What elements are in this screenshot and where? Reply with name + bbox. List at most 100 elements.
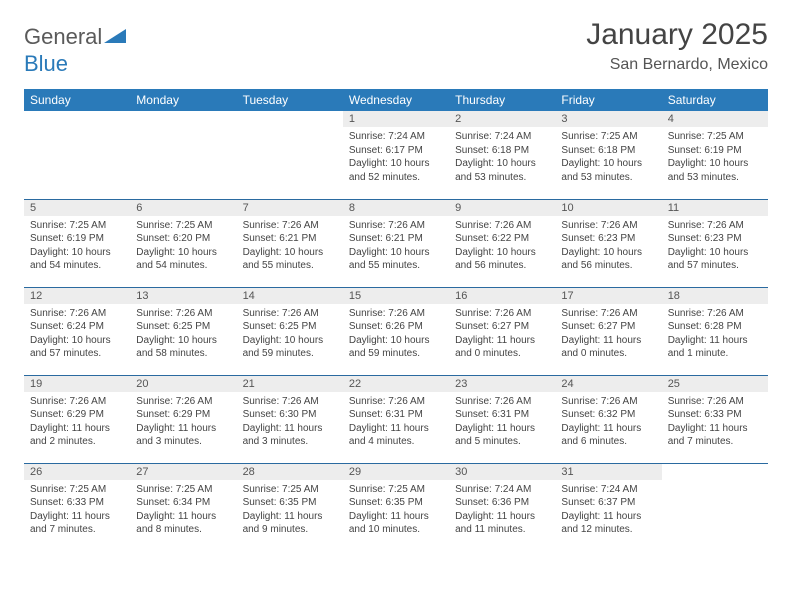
calendar-day-cell: 25Sunrise: 7:26 AMSunset: 6:33 PMDayligh…	[662, 375, 768, 463]
calendar-day-cell: 11Sunrise: 7:26 AMSunset: 6:23 PMDayligh…	[662, 199, 768, 287]
daylight: Daylight: 11 hours and 11 minutes.	[455, 510, 549, 537]
sunrise: Sunrise: 7:24 AM	[561, 483, 655, 497]
weekday-header: Monday	[130, 89, 236, 111]
day-details: Sunrise: 7:26 AMSunset: 6:22 PMDaylight:…	[449, 216, 555, 276]
calendar-week-row: 12Sunrise: 7:26 AMSunset: 6:24 PMDayligh…	[24, 287, 768, 375]
day-number: 12	[24, 288, 130, 304]
sunset: Sunset: 6:19 PM	[668, 144, 762, 158]
day-number: 4	[662, 111, 768, 127]
calendar-day-cell: 31Sunrise: 7:24 AMSunset: 6:37 PMDayligh…	[555, 463, 661, 551]
calendar-table: Sunday Monday Tuesday Wednesday Thursday…	[24, 89, 768, 551]
daylight: Daylight: 11 hours and 0 minutes.	[455, 334, 549, 361]
calendar-day-cell: 23Sunrise: 7:26 AMSunset: 6:31 PMDayligh…	[449, 375, 555, 463]
month-title: January 2025	[586, 18, 768, 52]
calendar-day-cell: 20Sunrise: 7:26 AMSunset: 6:29 PMDayligh…	[130, 375, 236, 463]
sunrise: Sunrise: 7:26 AM	[30, 307, 124, 321]
sunrise: Sunrise: 7:24 AM	[455, 130, 549, 144]
sunrise: Sunrise: 7:25 AM	[136, 219, 230, 233]
calendar-day-cell: 28Sunrise: 7:25 AMSunset: 6:35 PMDayligh…	[237, 463, 343, 551]
weekday-header: Tuesday	[237, 89, 343, 111]
day-number: 10	[555, 200, 661, 216]
day-details: Sunrise: 7:25 AMSunset: 6:33 PMDaylight:…	[24, 480, 130, 540]
location: San Bernardo, Mexico	[586, 56, 768, 74]
day-details: Sunrise: 7:26 AMSunset: 6:31 PMDaylight:…	[343, 392, 449, 452]
day-number: 24	[555, 376, 661, 392]
daylight: Daylight: 11 hours and 5 minutes.	[455, 422, 549, 449]
day-number: 29	[343, 464, 449, 480]
calendar-week-row: 26Sunrise: 7:25 AMSunset: 6:33 PMDayligh…	[24, 463, 768, 551]
calendar-day-cell: 2 Sunrise: 7:24 AMSunset: 6:18 PMDaylight…	[449, 111, 555, 199]
calendar-day-cell: 4 Sunrise: 7:25 AMSunset: 6:19 PMDaylight…	[662, 111, 768, 199]
day-details: Sunrise: 7:24 AMSunset: 6:36 PMDaylight:…	[449, 480, 555, 540]
daylight: Daylight: 11 hours and 9 minutes.	[243, 510, 337, 537]
day-details: Sunrise: 7:26 AMSunset: 6:23 PMDaylight:…	[555, 216, 661, 276]
day-number: 2	[449, 111, 555, 127]
calendar-day-cell: 1Sunrise: 7:24 AMSunset: 6:17 PMDaylight…	[343, 111, 449, 199]
daylight: Daylight: 11 hours and 6 minutes.	[561, 422, 655, 449]
day-number	[662, 464, 768, 468]
daylight: Daylight: 10 hours and 58 minutes.	[136, 334, 230, 361]
sunrise: Sunrise: 7:26 AM	[455, 395, 549, 409]
calendar-week-row: 5Sunrise: 7:25 AMSunset: 6:19 PMDaylight…	[24, 199, 768, 287]
day-number: 1	[343, 111, 449, 127]
sunset: Sunset: 6:36 PM	[455, 496, 549, 510]
calendar-day-cell: 30Sunrise: 7:24 AMSunset: 6:36 PMDayligh…	[449, 463, 555, 551]
sunset: Sunset: 6:35 PM	[349, 496, 443, 510]
sunset: Sunset: 6:22 PM	[455, 232, 549, 246]
daylight: Daylight: 10 hours and 57 minutes.	[30, 334, 124, 361]
daylight: Daylight: 10 hours and 53 minutes.	[561, 157, 655, 184]
calendar-day-cell: 19Sunrise: 7:26 AMSunset: 6:29 PMDayligh…	[24, 375, 130, 463]
sunset: Sunset: 6:18 PM	[455, 144, 549, 158]
weekday-header-row: Sunday Monday Tuesday Wednesday Thursday…	[24, 89, 768, 111]
calendar-day-cell: 22Sunrise: 7:26 AMSunset: 6:31 PMDayligh…	[343, 375, 449, 463]
sunset: Sunset: 6:35 PM	[243, 496, 337, 510]
calendar-day-cell: 5Sunrise: 7:25 AMSunset: 6:19 PMDaylight…	[24, 199, 130, 287]
calendar-day-cell: 9Sunrise: 7:26 AMSunset: 6:22 PMDaylight…	[449, 199, 555, 287]
calendar-day-cell	[237, 111, 343, 199]
daylight: Daylight: 11 hours and 12 minutes.	[561, 510, 655, 537]
daylight: Daylight: 10 hours and 53 minutes.	[455, 157, 549, 184]
title-block: January 2025 San Bernardo, Mexico	[586, 18, 768, 74]
daylight: Daylight: 11 hours and 2 minutes.	[30, 422, 124, 449]
day-details: Sunrise: 7:26 AMSunset: 6:26 PMDaylight:…	[343, 304, 449, 364]
daylight: Daylight: 10 hours and 59 minutes.	[243, 334, 337, 361]
sunrise: Sunrise: 7:26 AM	[668, 219, 762, 233]
sunset: Sunset: 6:28 PM	[668, 320, 762, 334]
daylight: Daylight: 10 hours and 55 minutes.	[243, 246, 337, 273]
sunrise: Sunrise: 7:25 AM	[30, 219, 124, 233]
calendar-day-cell: 8Sunrise: 7:26 AMSunset: 6:21 PMDaylight…	[343, 199, 449, 287]
day-number: 21	[237, 376, 343, 392]
sunrise: Sunrise: 7:26 AM	[136, 395, 230, 409]
sunrise: Sunrise: 7:26 AM	[668, 307, 762, 321]
calendar-day-cell: 17Sunrise: 7:26 AMSunset: 6:27 PMDayligh…	[555, 287, 661, 375]
day-details: Sunrise: 7:26 AMSunset: 6:27 PMDaylight:…	[555, 304, 661, 364]
sunrise: Sunrise: 7:25 AM	[668, 130, 762, 144]
calendar-week-row: 19Sunrise: 7:26 AMSunset: 6:29 PMDayligh…	[24, 375, 768, 463]
day-number: 18	[662, 288, 768, 304]
calendar-day-cell: 10Sunrise: 7:26 AMSunset: 6:23 PMDayligh…	[555, 199, 661, 287]
sunrise: Sunrise: 7:26 AM	[243, 219, 337, 233]
calendar-day-cell: 3Sunrise: 7:25 AMSunset: 6:18 PMDaylight…	[555, 111, 661, 199]
sunset: Sunset: 6:30 PM	[243, 408, 337, 422]
calendar-day-cell: 24Sunrise: 7:26 AMSunset: 6:32 PMDayligh…	[555, 375, 661, 463]
day-number: 5	[24, 200, 130, 216]
day-number: 6	[130, 200, 236, 216]
sunset: Sunset: 6:23 PM	[668, 232, 762, 246]
daylight: Daylight: 10 hours and 54 minutes.	[136, 246, 230, 273]
sunrise: Sunrise: 7:24 AM	[455, 483, 549, 497]
header: General Blue January 2025 San Bernardo, …	[24, 18, 768, 77]
daylight: Daylight: 10 hours and 53 minutes.	[668, 157, 762, 184]
calendar-day-cell: 21Sunrise: 7:26 AMSunset: 6:30 PMDayligh…	[237, 375, 343, 463]
sunset: Sunset: 6:29 PM	[30, 408, 124, 422]
sunset: Sunset: 6:18 PM	[561, 144, 655, 158]
daylight: Daylight: 11 hours and 7 minutes.	[668, 422, 762, 449]
day-number: 15	[343, 288, 449, 304]
daylight: Daylight: 11 hours and 10 minutes.	[349, 510, 443, 537]
calendar-day-cell: 6Sunrise: 7:25 AMSunset: 6:20 PMDaylight…	[130, 199, 236, 287]
day-details: Sunrise: 7:26 AMSunset: 6:33 PMDaylight:…	[662, 392, 768, 452]
sunset: Sunset: 6:33 PM	[668, 408, 762, 422]
sunrise: Sunrise: 7:26 AM	[243, 395, 337, 409]
day-number: 3	[555, 111, 661, 127]
sunset: Sunset: 6:21 PM	[243, 232, 337, 246]
day-number: 19	[24, 376, 130, 392]
